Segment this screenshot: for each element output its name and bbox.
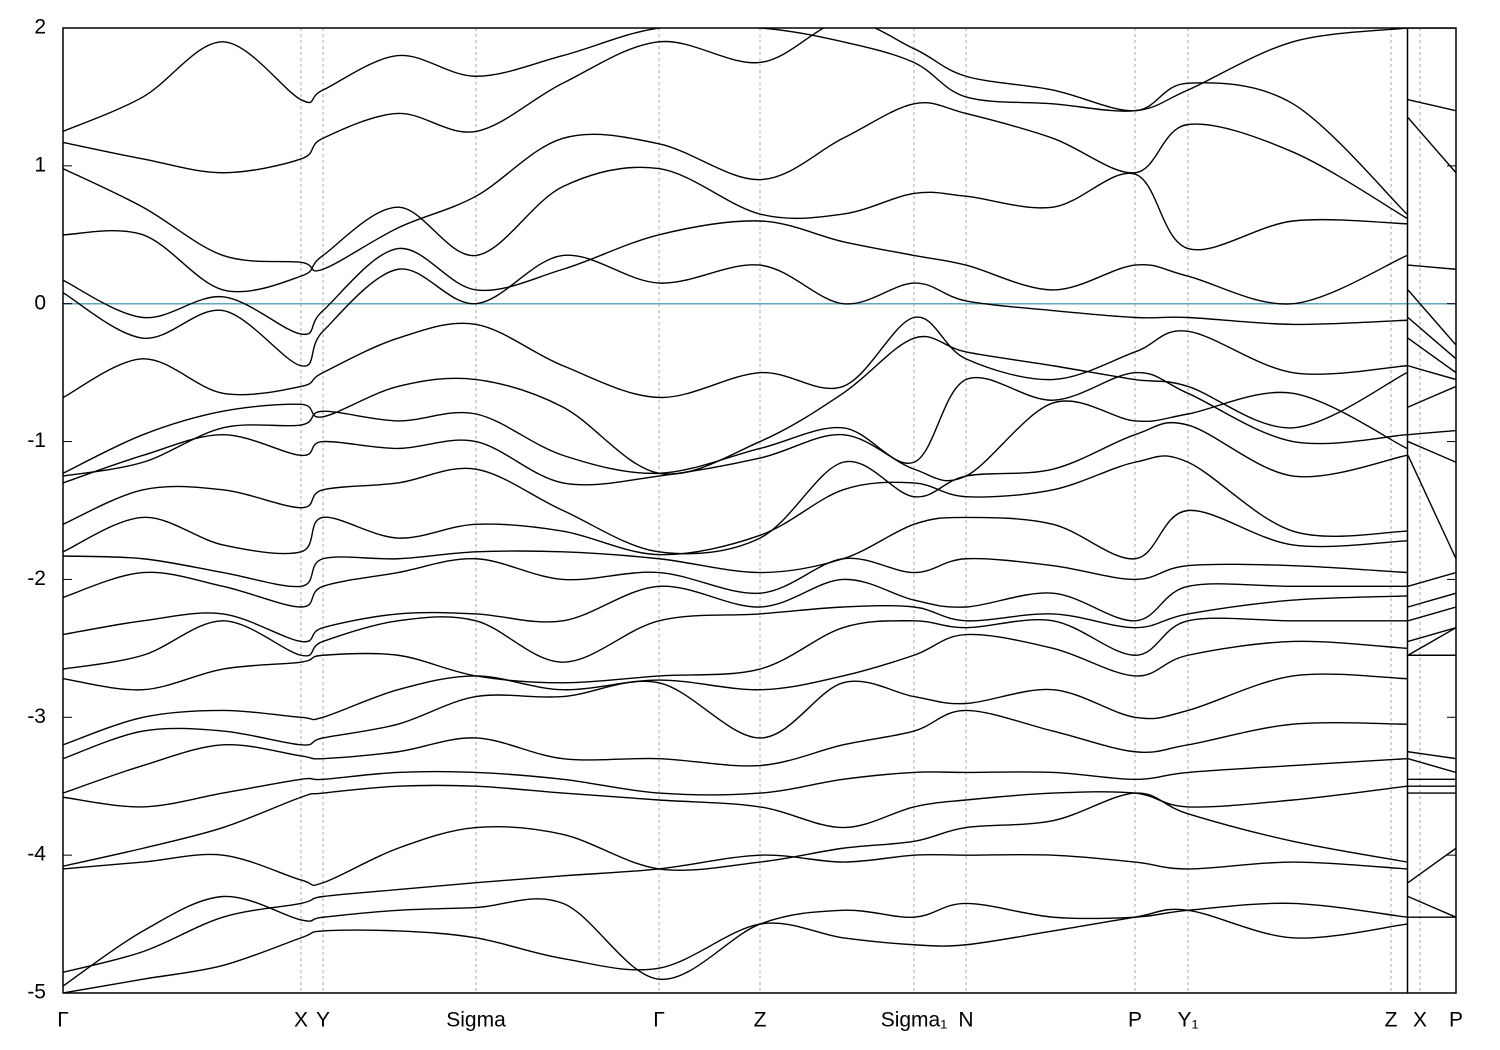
y-tick-label: -4 [27,843,46,866]
x-tick-label: X [294,1009,308,1032]
y-tick-label: -2 [27,567,46,590]
band [63,757,1456,808]
x-tick-label: P [1449,1009,1463,1032]
plot-frame [62,27,1457,994]
bands [63,28,1456,993]
y-tick-label: 0 [34,291,46,314]
y-tick-label: 2 [34,16,46,39]
band [63,908,1456,993]
band [63,220,1456,346]
y-tick-label: -3 [27,705,46,728]
band [63,391,1456,486]
x-tick-label: N [958,1009,973,1032]
band [63,28,1456,215]
band [63,673,1456,760]
band [63,617,1456,691]
band [63,709,1456,794]
x-tick-label: Sigma [446,1009,506,1032]
band [63,633,1456,746]
x-tick-label: Y₁ [1177,1009,1198,1032]
x-tick-label: P [1128,1009,1142,1032]
band [63,316,1456,399]
x-tick-label: Sigma₁ [881,1009,948,1032]
band [63,455,1456,560]
band [63,102,1456,272]
x-tick-label: X [1413,1009,1427,1032]
band [63,421,1456,555]
band [63,557,1456,608]
band [63,784,1456,867]
band [63,895,1456,987]
y-tick-label: 1 [34,153,46,176]
band [63,792,1456,887]
x-tick-label: Γ [57,1009,69,1032]
band [63,509,1456,588]
band [63,254,1456,367]
grid [63,28,1456,993]
band [63,371,1456,477]
x-tick-label: Y [316,1009,330,1032]
band [63,847,1456,973]
x-tick-label: Z [1385,1009,1398,1032]
band [63,335,1456,475]
x-tick-label: Γ [653,1009,665,1032]
band [63,578,1456,643]
band [63,166,1456,293]
x-tick-label: Z [754,1009,767,1032]
y-tick-label: -5 [27,981,46,1004]
y-tick-label: -1 [27,429,46,452]
